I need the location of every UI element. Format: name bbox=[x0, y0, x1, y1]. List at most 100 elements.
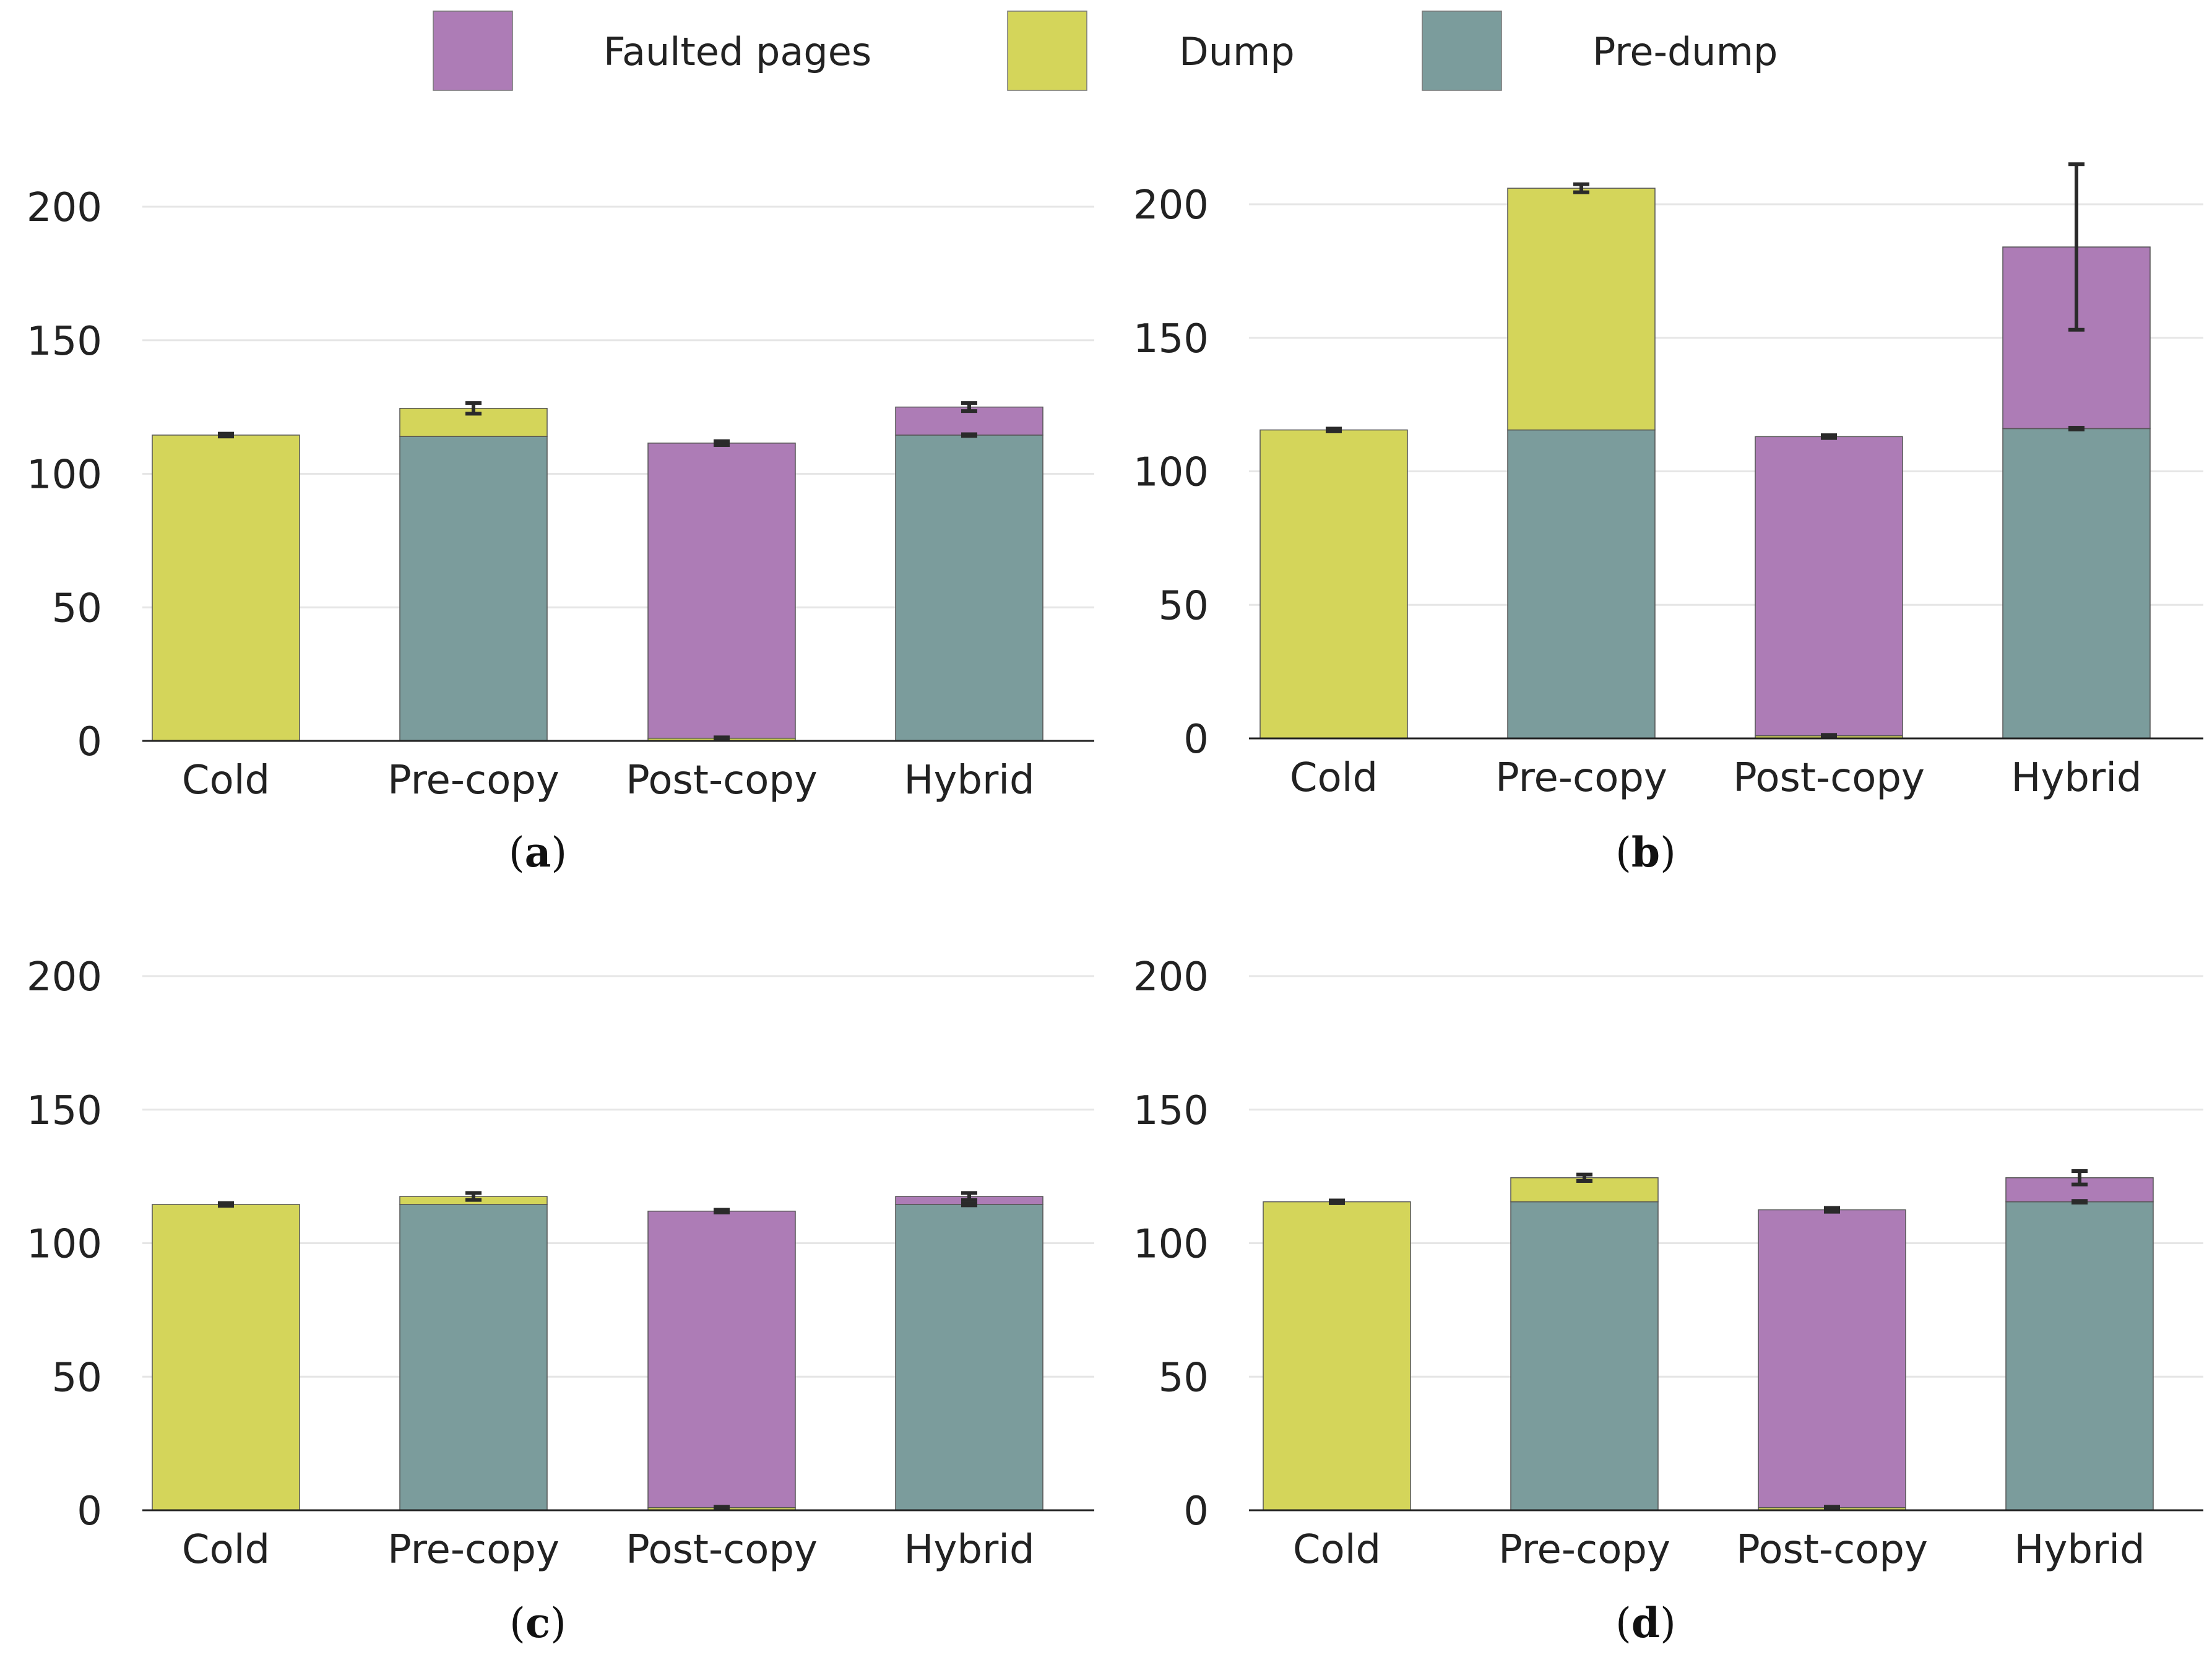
chart-panel-a: 0 50 100 150 200 Cold Pre-copy Post-copy… bbox=[27, 185, 1094, 876]
y-tick-label: 0 bbox=[77, 719, 102, 765]
y-tick-label: 0 bbox=[77, 1489, 102, 1534]
x-tick-label-cold: Cold bbox=[1293, 1527, 1381, 1573]
error-bar bbox=[2068, 426, 2085, 431]
bar-post-copy-faulted-pages bbox=[647, 1210, 796, 1508]
panel-caption: (a) bbox=[509, 828, 567, 876]
legend-swatch-dump bbox=[1007, 11, 1087, 91]
y-tick-label: 200 bbox=[1133, 954, 1209, 1000]
y-tick-label: 50 bbox=[1159, 1355, 1209, 1401]
y-tick-label: 0 bbox=[1183, 1489, 1209, 1534]
x-tick-label-cold: Cold bbox=[182, 1527, 270, 1573]
y-tick-label: 50 bbox=[52, 1355, 102, 1401]
error-bar bbox=[1329, 1198, 1345, 1205]
x-tick-label-pre-copy: Pre-copy bbox=[1495, 755, 1667, 801]
error-bar bbox=[218, 1201, 234, 1208]
legend-label-faulted-pages: Faulted pages bbox=[603, 29, 871, 74]
x-tick-label-hybrid: Hybrid bbox=[2014, 1527, 2145, 1573]
x-tick-label-hybrid: Hybrid bbox=[904, 758, 1034, 803]
error-bar bbox=[218, 431, 234, 439]
panel-caption: (c) bbox=[509, 1599, 566, 1647]
y-tick-label: 100 bbox=[27, 452, 102, 498]
y-tick-label: 50 bbox=[1159, 583, 1209, 629]
y-tick-label: 100 bbox=[27, 1222, 102, 1268]
bar-hybrid-pre-dump bbox=[895, 435, 1043, 742]
y-tick-label: 150 bbox=[27, 319, 102, 365]
bar-hybrid-pre-dump bbox=[2002, 428, 2151, 739]
chart-panel-d: 0 50 100 150 200 Cold Pre-copy Post-copy… bbox=[1133, 954, 2203, 1647]
bar-pre-copy-dump bbox=[1507, 188, 1656, 431]
y-tick-labels: 0 50 100 150 200 bbox=[1133, 183, 1209, 763]
bar-pre-copy-pre-dump bbox=[399, 1204, 548, 1511]
legend-label-dump: Dump bbox=[1179, 29, 1295, 74]
y-tick-label: 150 bbox=[1133, 316, 1209, 362]
bar-post-copy-faulted-pages bbox=[1755, 436, 1903, 737]
error-bar bbox=[1824, 1206, 1840, 1214]
error-bar bbox=[961, 1191, 977, 1202]
x-tick-label-hybrid: Hybrid bbox=[904, 1527, 1034, 1573]
x-tick-label-cold: Cold bbox=[182, 758, 270, 803]
y-tick-label: 200 bbox=[1133, 183, 1209, 228]
bars bbox=[152, 406, 1043, 742]
error-bar bbox=[2068, 162, 2085, 332]
error-bar bbox=[1821, 433, 1837, 440]
error-bars bbox=[1326, 162, 2085, 738]
chart-panel-c: 0 50 100 150 200 Cold Pre-copy Post-copy… bbox=[27, 954, 1094, 1647]
x-tick-label-pre-copy: Pre-copy bbox=[387, 1527, 559, 1573]
bar-cold-dump bbox=[1263, 1201, 1411, 1511]
legend-swatch-pre-dump bbox=[1422, 11, 1502, 91]
legend-label-pre-dump: Pre-dump bbox=[1592, 29, 1778, 74]
error-bar bbox=[1576, 1172, 1592, 1183]
legend-item-pre-dump: Pre-dump bbox=[1422, 11, 1778, 91]
y-tick-label: 0 bbox=[1183, 717, 1209, 763]
y-tick-label: 200 bbox=[27, 954, 102, 1000]
bar-post-copy-faulted-pages bbox=[1758, 1209, 1906, 1508]
panel-caption: (b) bbox=[1615, 828, 1676, 876]
error-bar bbox=[714, 735, 730, 741]
panel-caption: (d) bbox=[1615, 1599, 1676, 1647]
error-bar bbox=[2072, 1199, 2088, 1204]
error-bar bbox=[465, 401, 482, 416]
error-bar bbox=[961, 432, 977, 438]
bar-cold-dump bbox=[1259, 429, 1408, 739]
x-tick-label-cold: Cold bbox=[1290, 755, 1378, 801]
x-tick-label-post-copy: Post-copy bbox=[626, 758, 818, 803]
bars bbox=[1259, 188, 2151, 739]
error-bar bbox=[714, 1208, 730, 1214]
error-bar bbox=[714, 439, 730, 447]
error-bar bbox=[961, 401, 977, 413]
bar-cold-dump bbox=[152, 1204, 300, 1511]
bars bbox=[152, 1196, 1043, 1511]
y-tick-label: 100 bbox=[1133, 1222, 1209, 1268]
bars bbox=[1263, 1177, 2154, 1511]
bar-pre-copy-pre-dump bbox=[399, 436, 548, 742]
error-bars bbox=[218, 401, 977, 741]
error-bar bbox=[1573, 182, 1589, 194]
bar-hybrid-pre-dump bbox=[2005, 1201, 2154, 1511]
error-bar bbox=[2072, 1169, 2088, 1187]
bar-pre-copy-pre-dump bbox=[1507, 429, 1656, 739]
bar-cold-dump bbox=[152, 435, 300, 742]
error-bar bbox=[961, 1201, 977, 1208]
legend-swatch-faulted-pages bbox=[433, 11, 513, 91]
error-bar bbox=[1824, 1505, 1840, 1510]
x-tick-label-post-copy: Post-copy bbox=[626, 1527, 818, 1573]
error-bar bbox=[465, 1191, 482, 1202]
y-tick-label: 150 bbox=[27, 1088, 102, 1134]
error-bar bbox=[1326, 426, 1342, 433]
y-tick-labels: 0 50 100 150 200 bbox=[1133, 954, 1209, 1534]
x-tick-label-pre-copy: Pre-copy bbox=[387, 758, 559, 803]
bar-hybrid-pre-dump bbox=[895, 1204, 1043, 1511]
error-bars bbox=[1329, 1169, 2088, 1510]
bar-post-copy-faulted-pages bbox=[647, 443, 796, 739]
x-tick-labels: Cold Pre-copy Post-copy Hybrid bbox=[182, 758, 1035, 803]
error-bars bbox=[218, 1191, 977, 1510]
y-tick-labels: 0 50 100 150 200 bbox=[27, 185, 102, 765]
y-tick-label: 100 bbox=[1133, 450, 1209, 496]
x-tick-label-post-copy: Post-copy bbox=[1733, 755, 1925, 801]
error-bar bbox=[1821, 733, 1837, 738]
x-tick-label-pre-copy: Pre-copy bbox=[1498, 1527, 1670, 1573]
x-tick-labels: Cold Pre-copy Post-copy Hybrid bbox=[1290, 755, 2142, 801]
error-bar bbox=[714, 1505, 730, 1510]
y-tick-label: 50 bbox=[52, 586, 102, 631]
